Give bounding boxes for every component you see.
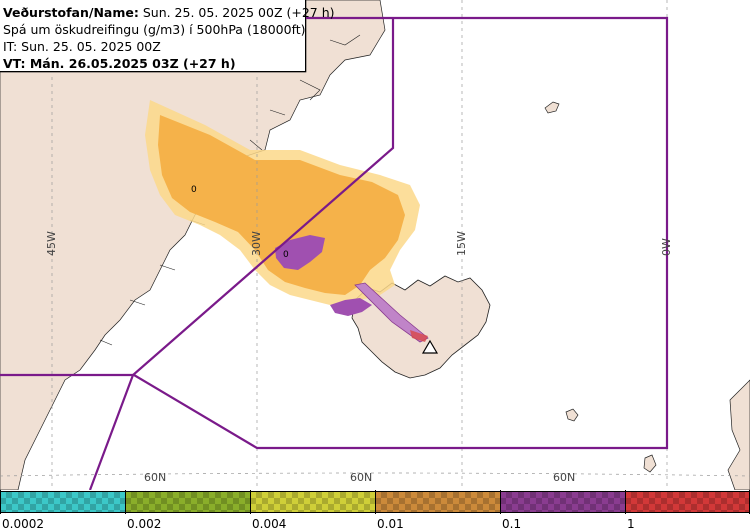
lat-label-right: 60N [553,471,576,484]
legend-tick [625,490,626,514]
ash-plume-ribbon-red [410,330,428,342]
lat-label-center: 60N [350,471,373,484]
legend-label-4: 0.1 [502,517,522,531]
legend-swatch-0 [0,491,125,513]
legend-swatch-4 [500,491,625,513]
info-line-name: Veðurstofan/Name: Sun. 25. 05. 2025 00Z … [3,4,335,21]
fir-boundaries [0,16,669,491]
legend-label-0: 0.0002 [2,517,44,531]
legend-label-3: 0.01 [377,517,404,531]
legend-tick [0,490,1,514]
legend-tick [500,490,501,514]
legend-label-5: 1 [627,517,635,531]
concentration-legend: 0.0002 0.002 0.004 0.01 0.1 1 [0,490,750,532]
legend-tick [375,490,376,514]
volcano-marker-icon [421,339,439,354]
ash-plume-tail-purple [330,298,372,316]
lat-label-left: 60N [144,471,167,484]
iceland-land [351,275,491,379]
legend-swatch-2 [250,491,375,513]
legend-label-2: 0.004 [252,517,287,531]
lon-label-0w: 0W [660,238,673,256]
info-line-valid-time: VT: Mán. 26.05.2025 03Z (+27 h) [3,56,236,71]
info-name-value: Sun. 25. 05. 2025 00Z (+27 h) [138,5,335,20]
orkney-land [643,454,657,473]
ash-plume-ribbon [354,282,429,343]
greenland-land [0,0,386,491]
ash-plume-orange [158,115,405,295]
info-name-label: Veðurstofan/Name: [3,5,139,20]
info-line-description: Spá um öskudreifingu (g/m3) í 500hPa (18… [3,22,306,37]
jan-mayen-island [544,101,560,114]
lon-label-30w: 30W [250,231,263,256]
legend-label-1: 0.002 [127,517,162,531]
legend-swatch-1 [125,491,250,513]
ash-plume [145,100,429,343]
forecast-info-box: Veðurstofan/Name: Sun. 25. 05. 2025 00Z … [0,0,335,72]
legend-tick [125,490,126,514]
info-line-initial-time: IT: Sun. 25. 05. 2025 00Z [3,39,161,54]
faroe-islands [565,408,579,422]
legend-swatch-5 [625,491,750,513]
plume-label-center: 0 [283,250,289,260]
ash-plume-purple [275,235,325,270]
legend-swatch-3 [375,491,500,513]
plume-label-west: 0 [191,185,197,195]
lon-label-15w: 15W [455,231,468,256]
lon-label-45w: 45W [45,231,58,256]
shetland-land [727,379,750,491]
legend-tick [250,490,251,514]
